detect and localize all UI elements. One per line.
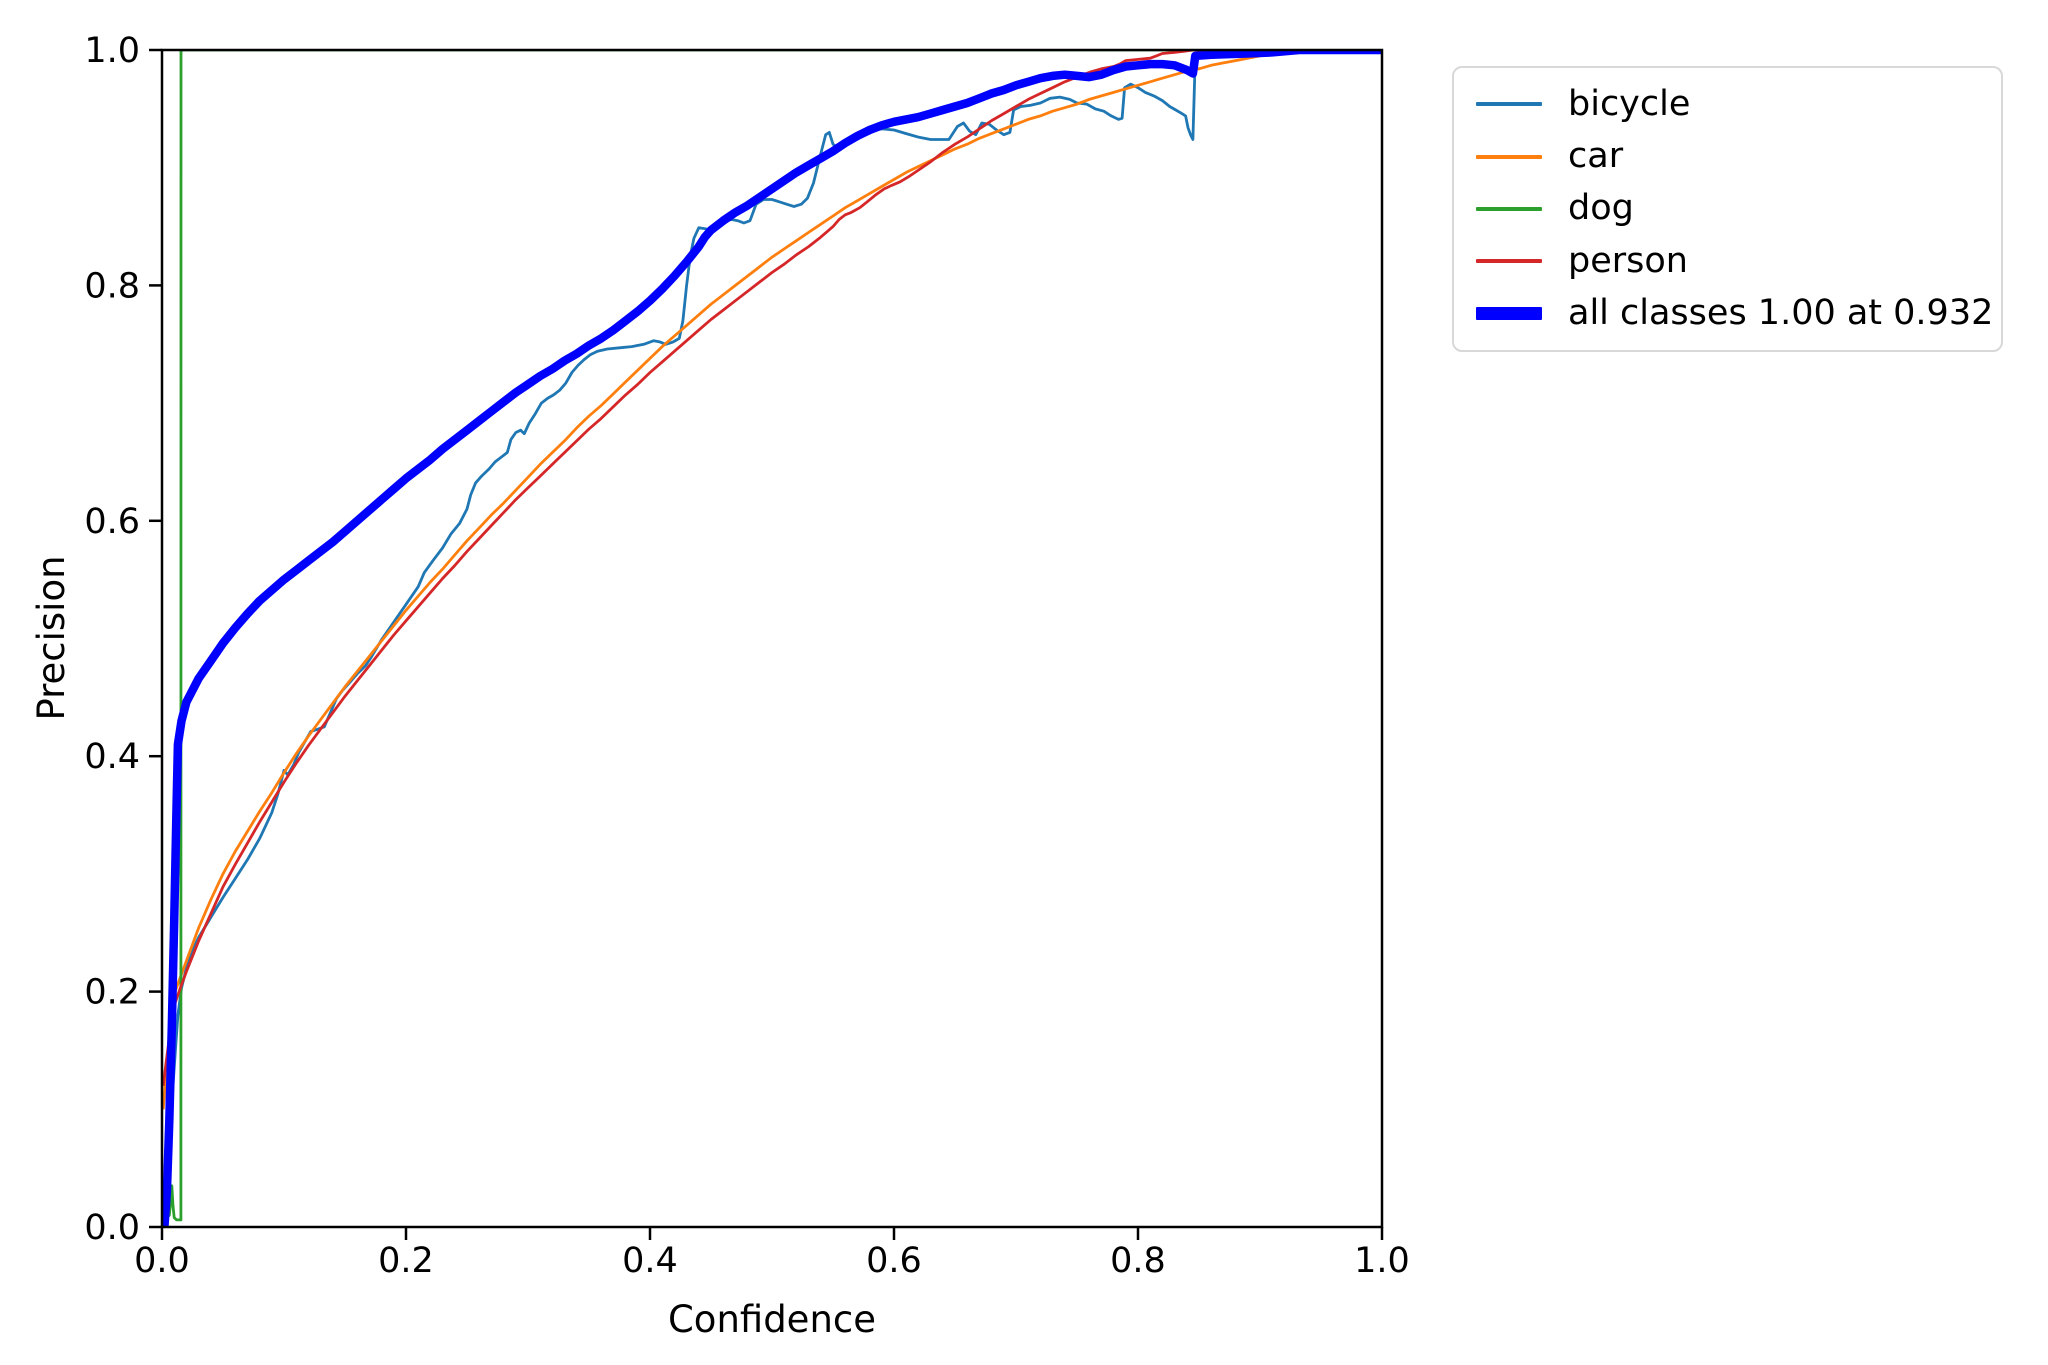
y-tick-label: 0.0 bbox=[84, 1208, 140, 1248]
legend-line-swatch bbox=[1476, 102, 1542, 107]
y-tick-label: 0.6 bbox=[84, 502, 140, 542]
series-line-car bbox=[162, 50, 1382, 1110]
legend-label: car bbox=[1568, 136, 1624, 177]
y-tick-label: 0.4 bbox=[84, 737, 140, 777]
y-axis-label: Precision bbox=[30, 555, 73, 720]
x-tick-label: 0.6 bbox=[866, 1241, 922, 1281]
legend-item-person: person bbox=[1476, 240, 1991, 281]
legend-label: all classes 1.00 at 0.932 bbox=[1568, 293, 1994, 334]
legend-line-swatch bbox=[1476, 307, 1542, 321]
x-axis-label: Confidence bbox=[668, 1298, 876, 1341]
axes-spines bbox=[160, 48, 1384, 1229]
legend-label: dog bbox=[1568, 188, 1634, 229]
legend-item-all: all classes 1.00 at 0.932 bbox=[1476, 293, 1994, 334]
legend-swatch-box bbox=[1476, 206, 1542, 211]
legend-item-car: car bbox=[1476, 139, 1991, 174]
y-tick-label: 0.2 bbox=[84, 973, 140, 1013]
x-tick-label: 1.0 bbox=[1354, 1241, 1410, 1281]
legend-line-swatch bbox=[1476, 154, 1542, 159]
legend-line-swatch bbox=[1476, 206, 1542, 211]
x-tick-label: 0.4 bbox=[622, 1241, 678, 1281]
legend-label: bicycle bbox=[1568, 83, 1691, 124]
series-line-bicycle bbox=[162, 50, 1382, 1216]
legend-item-bicycle: bicycle bbox=[1476, 83, 1991, 124]
legend-line-swatch bbox=[1476, 259, 1542, 264]
series-line-person bbox=[162, 50, 1382, 1086]
legend-swatch-box bbox=[1476, 307, 1542, 321]
legend-item-dog: dog bbox=[1476, 191, 1991, 226]
legend-label: person bbox=[1568, 240, 1688, 281]
legend-swatch-box bbox=[1476, 102, 1542, 107]
y-tick-label: 1.0 bbox=[84, 31, 140, 71]
x-tick-label: 0.8 bbox=[1110, 1241, 1166, 1281]
series-line-all-classes bbox=[162, 50, 1382, 1227]
legend-swatch-box bbox=[1476, 154, 1542, 159]
series-line-dog bbox=[163, 50, 1382, 1222]
y-tick-label: 0.8 bbox=[84, 266, 140, 306]
x-tick-label: 0.2 bbox=[378, 1241, 434, 1281]
legend: bicycle car dog person all classes 1.00 at 0… bbox=[1452, 66, 2003, 352]
legend-swatch-box bbox=[1476, 259, 1542, 264]
x-tick-label: 0.0 bbox=[134, 1241, 190, 1281]
